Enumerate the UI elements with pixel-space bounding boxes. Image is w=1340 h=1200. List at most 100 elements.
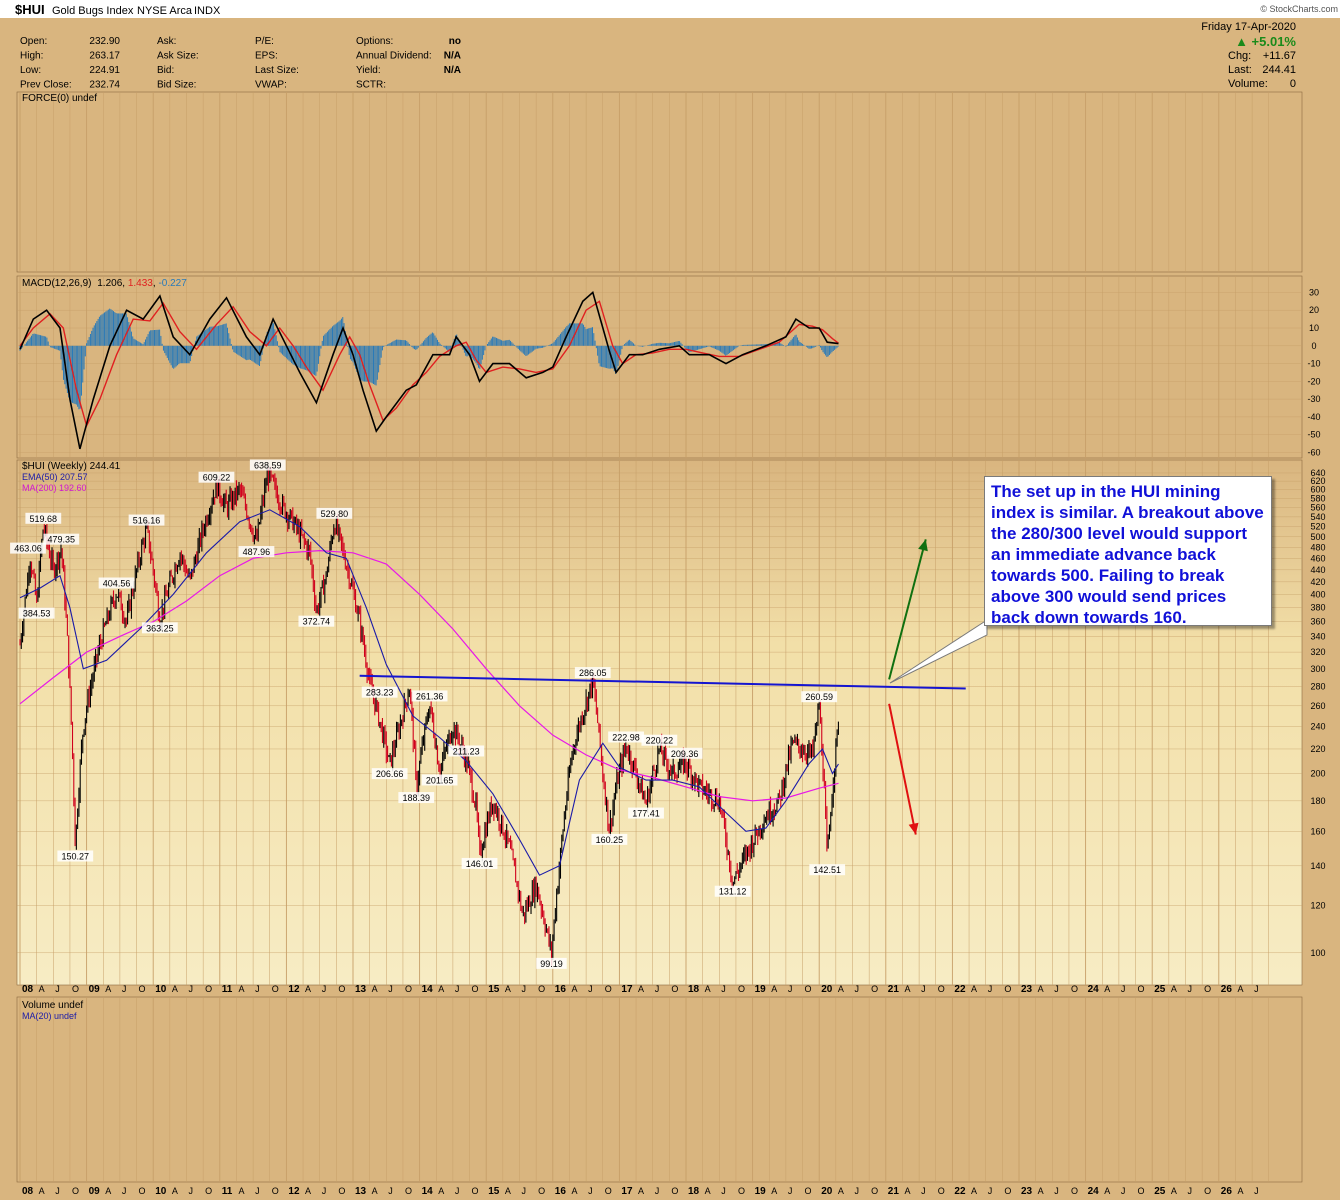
price-tick: 200 [1310, 769, 1325, 779]
month-tick: A [571, 984, 577, 994]
quote-label: Last Size: [255, 65, 299, 76]
exchange: NYSE Arca [137, 5, 193, 17]
price-label: 206.66 [376, 769, 404, 779]
chg-label: Chg: [1228, 50, 1251, 62]
price-tick: 240 [1310, 721, 1325, 731]
month-tick: J [1188, 984, 1193, 994]
quote-label: VWAP: [255, 80, 287, 91]
month-tick: A [39, 984, 45, 994]
price-tick: 520 [1310, 522, 1325, 532]
month-tick: A [904, 984, 910, 994]
month-tick: O [1004, 984, 1011, 994]
month-tick: A [904, 1186, 910, 1196]
price-label-bg [591, 833, 628, 845]
month-tick: O [1204, 1186, 1211, 1196]
price-label: 99.19 [540, 959, 563, 969]
signal-line [19, 300, 839, 428]
year-tick: 23 [1021, 984, 1033, 995]
month-tick: A [971, 984, 977, 994]
price-label: 363.25 [146, 623, 174, 633]
month-tick: O [671, 1186, 678, 1196]
month-tick: O [272, 984, 279, 994]
price-label: 188.39 [403, 793, 431, 803]
month-tick: J [855, 1186, 860, 1196]
price-label-bg [801, 691, 838, 703]
price-label-bg [141, 622, 178, 634]
month-tick: O [1071, 1186, 1078, 1196]
price-label: 211.23 [453, 746, 480, 756]
volume-ma-label: MA(20) undef [22, 1011, 77, 1021]
year-tick: 26 [1221, 984, 1233, 995]
quote-value: 232.90 [89, 36, 120, 47]
macd-tick: -30 [1307, 394, 1320, 404]
price-label: 463.06 [14, 544, 42, 554]
quote-label: Bid Size: [157, 80, 196, 91]
year-tick: 25 [1154, 984, 1166, 995]
month-tick: A [771, 984, 777, 994]
year-tick: 09 [89, 1186, 101, 1197]
month-tick: J [1121, 984, 1126, 994]
month-tick: J [189, 984, 194, 994]
year-tick: 22 [954, 1186, 966, 1197]
year-tick: 10 [155, 1186, 167, 1197]
month-tick: J [255, 984, 260, 994]
price-label-bg [198, 471, 235, 483]
price-tick: 600 [1310, 485, 1325, 495]
quote-label: High: [20, 51, 43, 62]
quote-label: Yield: [356, 65, 381, 76]
month-tick: O [805, 1186, 812, 1196]
month-tick: J [1254, 984, 1259, 994]
quote-label: Open: [20, 36, 47, 47]
month-tick: A [172, 1186, 178, 1196]
quote-value: N/A [444, 51, 461, 62]
month-tick: A [1171, 984, 1177, 994]
price-label-bg [249, 459, 286, 471]
ema50-line [19, 509, 839, 876]
year-tick: 13 [355, 1186, 367, 1197]
macd-tick: -50 [1307, 430, 1320, 440]
quote-label: Prev Close: [20, 80, 72, 91]
ema-label: EMA(50) 207.57 [22, 472, 88, 482]
date: Friday 17-Apr-2020 [1201, 21, 1296, 33]
month-tick: J [189, 1186, 194, 1196]
month-tick: J [655, 1186, 660, 1196]
price-label-bg [666, 747, 703, 759]
month-tick: J [855, 984, 860, 994]
price-labels: 463.06 384.53 519.68 479.35 150.27 404.56 516.… [10, 459, 846, 969]
month-tick: O [72, 984, 79, 994]
year-tick: 15 [488, 1186, 500, 1197]
price-tick: 380 [1310, 603, 1325, 613]
month-tick: J [1188, 1186, 1193, 1196]
macd-tick: 30 [1309, 287, 1319, 297]
forecast-arrow [888, 703, 917, 835]
month-tick: O [338, 1186, 345, 1196]
price-label: 609.22 [203, 473, 231, 483]
quote-info: Open: 232.90 High: 263.17 Low: 224.91 Prev Clo… [20, 36, 461, 91]
resistance-trendline [359, 674, 966, 690]
year-tick: 24 [1088, 984, 1100, 995]
month-tick: J [988, 984, 993, 994]
quote-label: Ask: [157, 36, 176, 47]
price-label: 177.41 [632, 809, 660, 819]
month-tick: J [122, 1186, 127, 1196]
price-label-bg [536, 957, 567, 969]
year-tick: 15 [488, 984, 500, 995]
price-tick: 440 [1310, 565, 1325, 575]
month-tick: A [238, 1186, 244, 1196]
month-tick: J [122, 984, 127, 994]
price-label-bg [98, 577, 135, 589]
macd-plot [19, 290, 839, 450]
month-tick: O [1138, 984, 1145, 994]
month-tick: A [838, 1186, 844, 1196]
macd-tick: -60 [1307, 447, 1320, 457]
month-tick: J [322, 984, 327, 994]
histogram-value: -0.227 [158, 278, 187, 289]
month-tick: O [805, 984, 812, 994]
price-label: 160.25 [596, 835, 624, 845]
year-tick: 13 [355, 984, 367, 995]
price-tick: 100 [1310, 948, 1325, 958]
price-tick: 360 [1310, 617, 1325, 627]
signal-value: 1.433 [128, 278, 153, 289]
month-tick: J [921, 1186, 926, 1196]
year-tick: 08 [22, 984, 34, 995]
